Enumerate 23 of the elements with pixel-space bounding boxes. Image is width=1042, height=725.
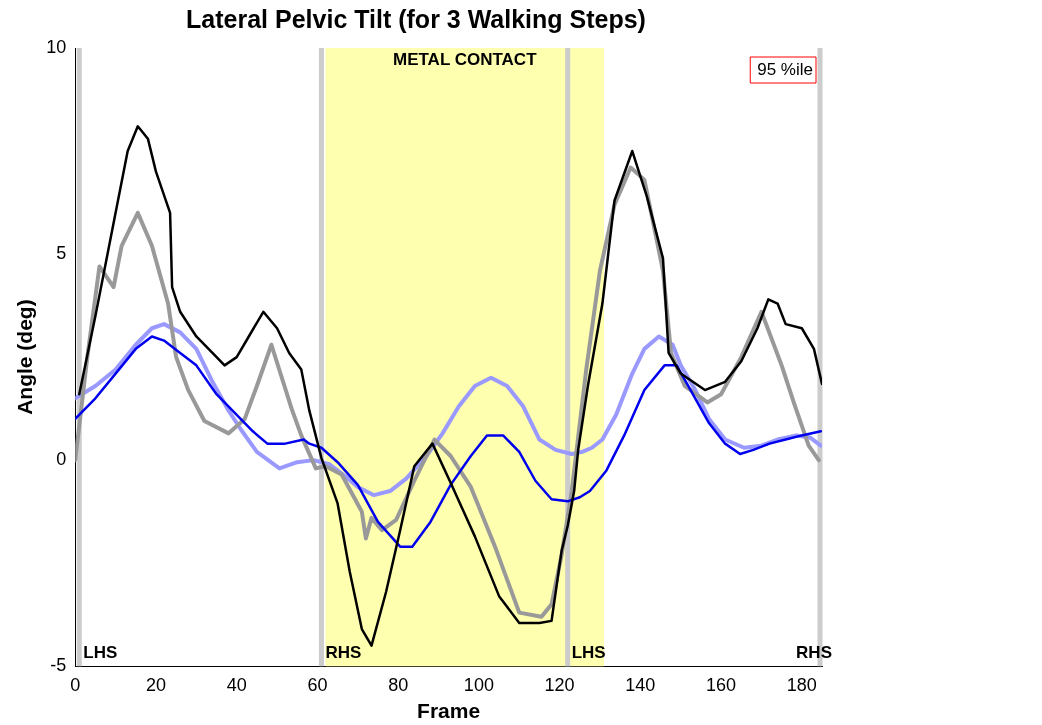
x-tick-label: 60 xyxy=(307,674,328,695)
x-tick-label: 120 xyxy=(544,674,575,695)
y-axis-title: Angle (deg) xyxy=(13,299,37,415)
annotation: 95 %ile xyxy=(757,59,813,79)
ref-line-label: RHS xyxy=(796,643,832,663)
x-tick-label: 20 xyxy=(145,674,166,695)
x-tick-label: 160 xyxy=(706,674,737,695)
y-tick-label: 5 xyxy=(56,243,67,264)
x-tick-label: 180 xyxy=(786,674,817,695)
ref-line-label: LHS xyxy=(571,643,606,663)
chart-title: Lateral Pelvic Tilt (for 3 Walking Steps) xyxy=(186,4,646,33)
x-axis-title: Frame xyxy=(417,699,481,723)
x-tick-label: 100 xyxy=(463,674,494,695)
ref-line-label: RHS xyxy=(325,643,362,663)
ref-line-label: LHS xyxy=(83,643,118,663)
y-tick-label: -5 xyxy=(50,655,67,676)
y-tick-label: 0 xyxy=(56,449,67,470)
x-tick-label: 0 xyxy=(70,674,81,695)
band-label: METAL CONTACT xyxy=(392,50,538,70)
y-tick-label: 10 xyxy=(46,36,67,57)
x-tick-label: 140 xyxy=(625,674,656,695)
x-tick-label: 40 xyxy=(226,674,247,695)
x-tick-label: 80 xyxy=(388,674,409,695)
